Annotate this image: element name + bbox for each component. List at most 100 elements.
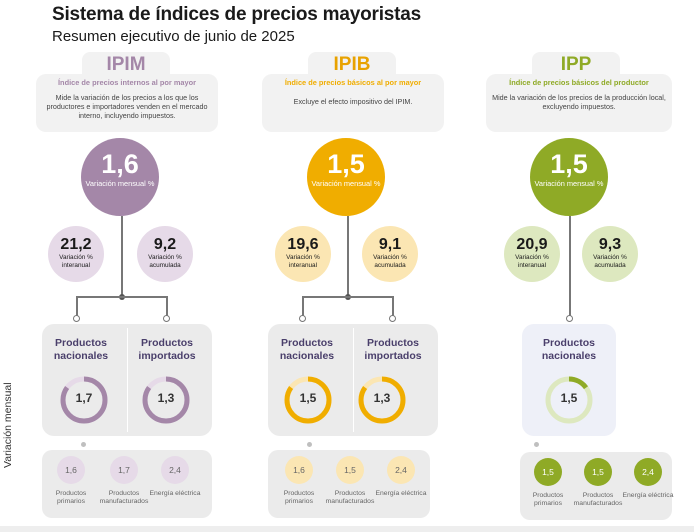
index-tab: IPIM — [82, 52, 170, 78]
breakdown-circle: 1,5 — [534, 458, 562, 486]
cumulative-variation-label: Variación % acumulada — [593, 254, 627, 269]
product-ring — [545, 376, 593, 424]
product-ring — [142, 376, 190, 424]
connector-line — [76, 296, 168, 298]
cumulative-variation-value: 9,2 — [153, 236, 177, 253]
monthly-variation-circle: 1,5 Variación mensual % — [307, 138, 385, 216]
connector-line — [76, 296, 78, 318]
product-title: Productos nacionales — [541, 337, 597, 362]
breakdown-label: Productos primarios — [55, 490, 87, 505]
interannual-variation-label: Variación % interanual — [59, 254, 93, 269]
interannual-variation-value: 19,6 — [287, 236, 319, 253]
index-description: Mide la variación de los precios de la p… — [492, 93, 666, 111]
breakdown-box: 1,6 Productos primarios 1,7 Productos ma… — [42, 450, 212, 518]
index-column-ipp: IPP Índice de precios básicos del produc… — [486, 0, 686, 532]
connector-node — [163, 315, 170, 322]
interannual-variation-circle: 21,2 Variación % interanual — [48, 226, 104, 282]
description-box: Índice de precios internos al por mayor … — [36, 74, 218, 132]
monthly-variation-label: Variación mensual % — [311, 179, 381, 188]
cumulative-variation-circle: 9,3 Variación % acumulada — [582, 226, 638, 282]
interannual-variation-circle: 20,9 Variación % interanual — [504, 226, 560, 282]
ring-progress — [142, 376, 190, 424]
monthly-variation-label: Variación mensual % — [85, 179, 155, 188]
cumulative-variation-label: Variación % acumulada — [373, 254, 407, 269]
connector-line — [121, 216, 123, 298]
product-value: 1,5 — [299, 391, 317, 405]
interannual-variation-value: 20,9 — [516, 236, 548, 253]
breakdown-label: Energía eléctrica — [375, 490, 427, 497]
products-divider — [127, 328, 128, 432]
product-value: 1,3 — [373, 391, 391, 405]
breakdown-circle: 1,6 — [285, 456, 313, 484]
connector-node — [534, 442, 539, 447]
breakdown-circle: 1,6 — [57, 456, 85, 484]
breakdown-box: 1,5 Productos primarios 1,5 Productos ma… — [520, 452, 674, 520]
product-title: Productos importados — [364, 337, 422, 362]
description-box: Índice de precios básicos al por mayor E… — [262, 74, 444, 132]
breakdown-circle: 1,5 — [336, 456, 364, 484]
connector-line — [392, 296, 394, 318]
product-value: 1,3 — [157, 391, 175, 405]
index-column-ipim: IPIM Índice de precios internos al por m… — [36, 0, 236, 532]
ring-progress — [284, 376, 332, 424]
connector-node — [81, 442, 86, 447]
page-subtitle: Resumen ejecutivo de junio de 2025 — [52, 28, 295, 45]
cumulative-variation-circle: 9,2 Variación % acumulada — [137, 226, 193, 282]
ring-progress — [358, 376, 406, 424]
products-divider — [353, 328, 354, 432]
interannual-variation-label: Variación % interanual — [515, 254, 549, 269]
connector-node — [307, 442, 312, 447]
product-title: Productos importados — [138, 337, 196, 362]
monthly-variation-circle: 1,5 Variación mensual % — [530, 138, 608, 216]
product-ring — [284, 376, 332, 424]
cumulative-variation-value: 9,3 — [598, 236, 622, 253]
index-column-ipib: IPIB Índice de precios básicos al por ma… — [262, 0, 462, 532]
product-title: Productos nacionales — [53, 337, 109, 362]
breakdown-circle: 2,4 — [161, 456, 189, 484]
description-box: Índice de precios básicos del productor … — [486, 74, 672, 132]
index-heading: Índice de precios internos al por mayor — [58, 78, 196, 87]
connector-node — [566, 315, 573, 322]
product-title: Productos nacionales — [279, 337, 335, 362]
monthly-variation-circle: 1,6 Variación mensual % — [81, 138, 159, 216]
products-box: Productos nacionales 1,5 — [522, 324, 616, 436]
breakdown-label: Productos manufacturados — [573, 492, 623, 507]
index-description: Mide la variación de los precios a los q… — [46, 93, 208, 120]
breakdown-label: Productos manufacturados — [325, 490, 375, 505]
page-title: Sistema de índices de precios mayoristas — [52, 4, 422, 25]
cumulative-variation-circle: 9,1 Variación % acumulada — [362, 226, 418, 282]
connector-line — [302, 296, 304, 318]
product-ring — [358, 376, 406, 424]
ring-progress — [545, 376, 593, 424]
monthly-variation-value: 1,5 — [550, 149, 588, 179]
connector-line — [347, 216, 349, 298]
interannual-variation-circle: 19,6 Variación % interanual — [275, 226, 331, 282]
cumulative-variation-label: Variación % acumulada — [148, 254, 182, 269]
side-label: Variación mensual — [2, 382, 14, 468]
breakdown-circle: 1,5 — [584, 458, 612, 486]
connector-line — [302, 296, 394, 298]
breakdown-box: 1,6 Productos primarios 1,5 Productos ma… — [268, 450, 430, 518]
ring-progress — [60, 376, 108, 424]
breakdown-label: Productos manufacturados — [99, 490, 149, 505]
index-heading: Índice de precios básicos al por mayor — [284, 78, 422, 87]
index-tab: IPIB — [308, 52, 396, 78]
bottom-strip — [0, 526, 694, 532]
breakdown-label: Productos primarios — [532, 492, 564, 507]
breakdown-circle: 2,4 — [387, 456, 415, 484]
connector-line — [569, 216, 571, 316]
index-description: Excluye el efecto impositivo del IPIM. — [293, 97, 413, 106]
breakdown-circle: 1,7 — [110, 456, 138, 484]
interannual-variation-value: 21,2 — [60, 236, 92, 253]
monthly-variation-value: 1,6 — [101, 149, 139, 179]
product-value: 1,7 — [75, 391, 93, 405]
connector-node — [389, 315, 396, 322]
connector-line — [166, 296, 168, 318]
monthly-variation-value: 1,5 — [327, 149, 365, 179]
connector-node — [73, 315, 80, 322]
product-ring — [60, 376, 108, 424]
connector-node — [299, 315, 306, 322]
interannual-variation-label: Variación % interanual — [286, 254, 320, 269]
index-heading: Índice de precios básicos del productor — [509, 78, 649, 87]
breakdown-label: Energía eléctrica — [149, 490, 201, 497]
